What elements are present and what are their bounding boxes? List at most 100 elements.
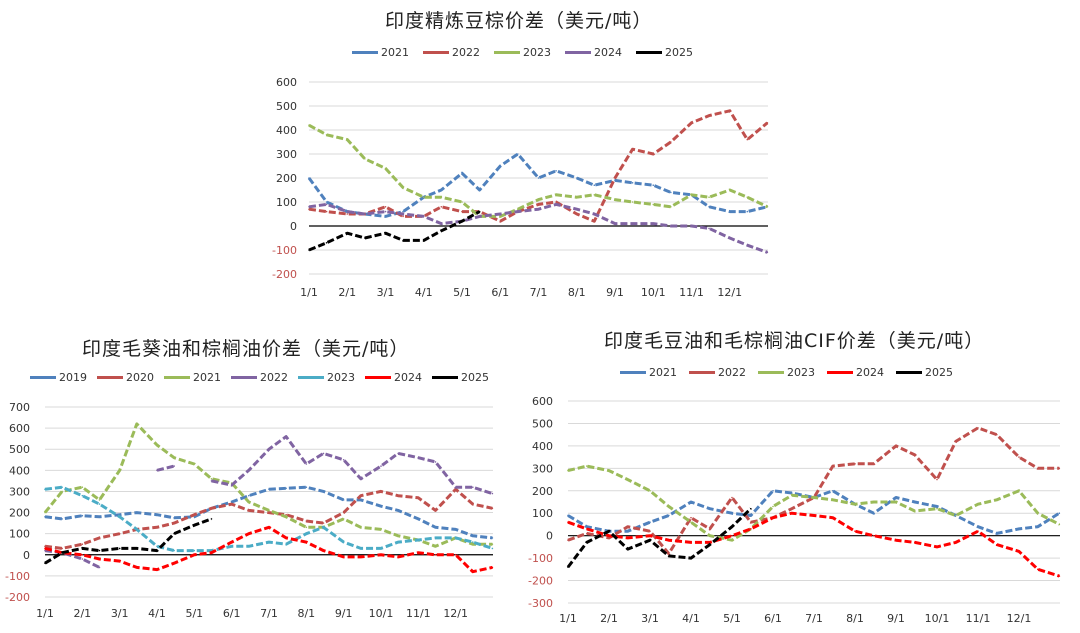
data-point-2022 bbox=[977, 427, 979, 429]
data-point-2024 bbox=[230, 541, 233, 543]
data-point-2022 bbox=[305, 463, 308, 465]
data-point-2022 bbox=[402, 215, 404, 218]
data-point-2021 bbox=[668, 514, 670, 517]
data-point-2023 bbox=[690, 194, 693, 196]
legend-label: 2019 bbox=[59, 371, 87, 384]
y-tick-label: 100 bbox=[532, 507, 553, 520]
data-point-2022 bbox=[614, 177, 616, 179]
legend-item-2025: 2025 bbox=[432, 371, 489, 384]
data-point-2024 bbox=[402, 213, 404, 215]
data-point-2020 bbox=[193, 513, 196, 516]
data-point-2019 bbox=[491, 537, 494, 539]
data-point-2021 bbox=[977, 525, 979, 528]
data-point-2022 bbox=[586, 532, 588, 535]
legend-item-2022: 2022 bbox=[689, 366, 746, 379]
data-point-2022 bbox=[766, 122, 769, 124]
x-tick-label: 3/1 bbox=[377, 286, 395, 299]
y-tick-label: 600 bbox=[9, 422, 30, 435]
data-point-2023 bbox=[813, 496, 815, 499]
data-point-2022 bbox=[690, 516, 692, 519]
data-point-2021 bbox=[750, 514, 752, 517]
data-point-2023 bbox=[397, 541, 399, 543]
y-tick-label: 100 bbox=[276, 196, 297, 209]
data-point-2025 bbox=[44, 562, 46, 565]
data-point-2024 bbox=[652, 222, 655, 225]
data-point-2022 bbox=[230, 484, 233, 486]
data-point-2020 bbox=[342, 511, 345, 514]
y-tick-label: 200 bbox=[9, 507, 30, 520]
data-point-2024 bbox=[627, 537, 629, 539]
data-point-2024 bbox=[1018, 550, 1020, 553]
data-point-2024 bbox=[772, 516, 774, 519]
y-tick-label: 0 bbox=[23, 549, 30, 562]
data-point-2021 bbox=[652, 184, 655, 186]
data-point-2019 bbox=[360, 499, 362, 501]
legend-item-2021: 2021 bbox=[164, 371, 221, 384]
data-point-2022 bbox=[210, 480, 213, 482]
y-tick-label: 300 bbox=[532, 462, 553, 475]
series-line-2023 bbox=[308, 123, 769, 218]
data-point-2024 bbox=[996, 543, 998, 546]
x-tick-label: 4/1 bbox=[682, 612, 700, 625]
data-point-2024 bbox=[649, 534, 651, 537]
data-point-2021 bbox=[440, 189, 443, 191]
data-point-2023 bbox=[325, 134, 328, 136]
data-point-2025 bbox=[608, 530, 610, 532]
x-tick-label: 2/1 bbox=[338, 286, 356, 299]
data-point-2023 bbox=[248, 545, 250, 548]
data-point-2022 bbox=[248, 469, 250, 472]
y-tick-label: 0 bbox=[290, 220, 297, 233]
data-point-2021 bbox=[342, 518, 345, 520]
legend-swatch bbox=[352, 51, 378, 54]
legend-swatch bbox=[689, 371, 715, 374]
legend-label: 2021 bbox=[381, 46, 409, 59]
x-tick-label: 8/1 bbox=[568, 286, 586, 299]
data-point-2024 bbox=[1037, 568, 1039, 571]
data-point-2025 bbox=[118, 547, 121, 550]
data-point-2025 bbox=[440, 230, 443, 232]
data-point-2019 bbox=[417, 518, 420, 520]
data-point-2021 bbox=[81, 486, 84, 489]
data-point-2023 bbox=[44, 488, 46, 491]
x-tick-label: 3/1 bbox=[111, 607, 129, 620]
legend-item-2019: 2019 bbox=[30, 371, 87, 384]
data-point-2023 bbox=[360, 547, 362, 550]
series-line-2023 bbox=[567, 464, 1060, 542]
data-point-2024 bbox=[517, 210, 519, 213]
legend-label: 2022 bbox=[452, 46, 480, 59]
data-point-2025 bbox=[649, 539, 651, 541]
legend-swatch bbox=[827, 371, 853, 374]
data-point-2024 bbox=[977, 530, 979, 532]
data-point-2025 bbox=[81, 547, 84, 550]
x-tick-label: 1/1 bbox=[36, 607, 54, 620]
data-point-2020 bbox=[44, 545, 46, 548]
legend-swatch bbox=[896, 371, 922, 374]
data-point-2024 bbox=[555, 203, 557, 206]
data-point-2025 bbox=[156, 549, 158, 552]
data-point-2021 bbox=[996, 532, 998, 535]
data-point-2021 bbox=[746, 210, 749, 213]
data-point-2021 bbox=[61, 490, 63, 493]
x-tick-label: 6/1 bbox=[764, 612, 782, 625]
data-point-2022 bbox=[608, 537, 610, 539]
y-tick-label: -300 bbox=[528, 597, 553, 610]
legend-swatch bbox=[758, 371, 784, 374]
data-point-2023 bbox=[728, 189, 731, 191]
data-point-2021 bbox=[308, 177, 310, 179]
data-point-2019 bbox=[98, 515, 101, 518]
data-point-2024 bbox=[491, 566, 494, 569]
data-point-2020 bbox=[61, 547, 63, 550]
data-point-2024 bbox=[346, 210, 349, 213]
data-point-2025 bbox=[690, 557, 692, 559]
data-point-2021 bbox=[936, 505, 938, 508]
data-point-2022 bbox=[156, 469, 158, 472]
data-point-2023 bbox=[791, 494, 793, 497]
legend-swatch bbox=[494, 51, 520, 54]
data-point-2023 bbox=[136, 528, 138, 531]
data-point-2023 bbox=[173, 549, 175, 552]
data-point-2023 bbox=[402, 186, 404, 189]
data-point-2020 bbox=[397, 494, 399, 497]
data-point-2022 bbox=[380, 465, 382, 467]
data-point-2021 bbox=[627, 530, 629, 532]
data-point-2019 bbox=[136, 511, 138, 514]
